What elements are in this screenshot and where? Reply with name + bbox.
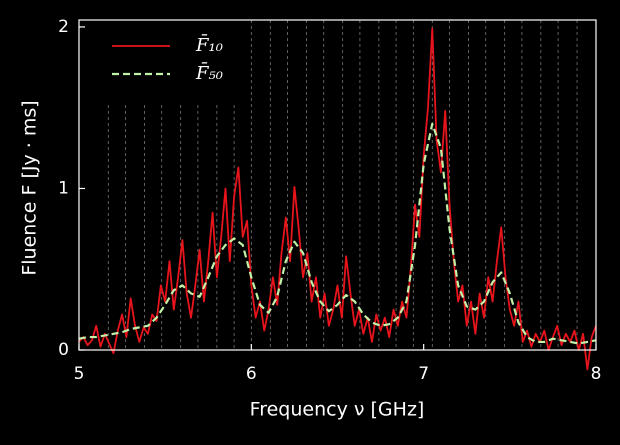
y-axis-label: Fluence F [Jy · ms]: [19, 100, 41, 275]
x-tick-label: 5: [74, 364, 85, 384]
legend-label: F̄₅₀: [195, 61, 223, 84]
y-tick-label: 0: [58, 340, 69, 360]
x-tick-label: 8: [591, 364, 602, 384]
legend-label: F̄₁₀: [195, 33, 223, 56]
plot-frame: [78, 19, 597, 351]
series-line: [78, 27, 597, 371]
x-axis-label: Frequency ν [GHz]: [250, 399, 425, 421]
y-tick-label: 2: [58, 17, 69, 37]
x-tick-label: 6: [246, 364, 257, 384]
y-tick-label: 1: [58, 178, 69, 198]
series-line: [78, 122, 597, 345]
x-tick-label: 7: [418, 364, 429, 384]
